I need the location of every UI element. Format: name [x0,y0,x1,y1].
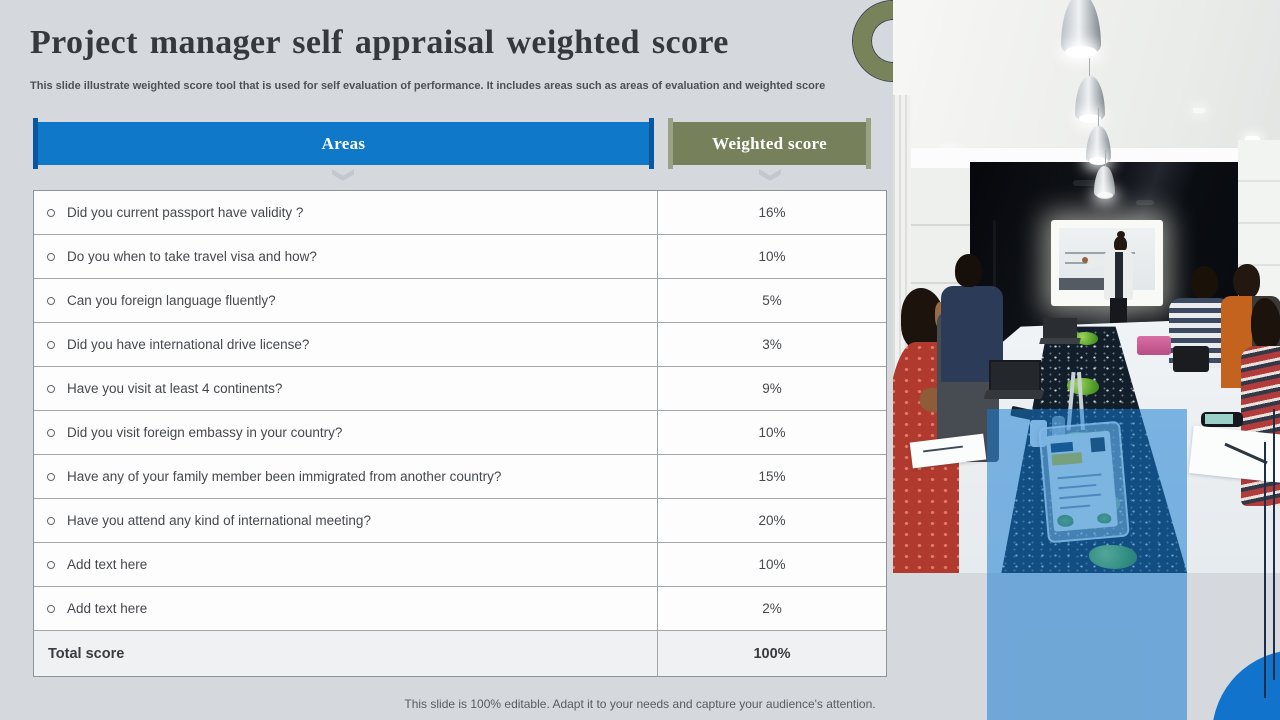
area-label: Did you visit foreign embassy in your co… [67,425,343,440]
bullet-icon [47,340,55,349]
vertical-line-decoration [1273,409,1275,680]
laptop-base [1039,338,1081,344]
attendee-hair [1251,298,1280,350]
blue-overlay-rectangle [987,409,1187,720]
table-row: Add text here 10% [34,542,886,586]
area-label: Did you current passport have validity ? [67,205,304,220]
slide-subtitle: This slide illustrate weighted score too… [30,80,826,92]
photo-detail [1089,58,1090,80]
attendee-head [1233,264,1260,299]
lamp-glow [1097,192,1113,199]
table-row: Did you have international drive license… [34,322,886,366]
presenter-head [1114,236,1127,252]
area-label: Add text here [67,601,148,616]
lamp-glow [1079,114,1101,123]
area-label: Did you have international drive license… [67,337,310,352]
area-label: Have you visit at least 4 continents? [67,381,283,396]
plant [1067,378,1099,395]
score-value: 15% [758,469,786,484]
area-label: Add text here [67,557,148,572]
bullet-icon [47,560,55,569]
photo-detail [1065,252,1135,254]
laptop-screen [989,360,1041,394]
attendee-head [955,254,982,287]
score-value: 10% [758,249,786,264]
table-row: Did you visit foreign embassy in your co… [34,410,886,454]
table-row: Can you foreign language fluently? 5% [34,278,886,322]
vertical-line-decoration [1264,442,1266,698]
photo-detail [1173,346,1209,372]
score-value: 20% [758,513,786,528]
area-label: Have you attend any kind of internationa… [67,513,371,528]
phone-screen [1205,414,1233,424]
score-header-cap-right [866,118,871,169]
bullet-icon [47,516,55,525]
area-label: Can you foreign language fluently? [67,293,276,308]
score-value: 10% [758,557,786,572]
photo-detail [1136,200,1154,205]
score-header-cap-left [668,118,673,169]
area-label: Have any of your family member been immi… [67,469,502,484]
weighted-score-table: Did you current passport have validity ?… [33,190,887,677]
total-label: Total score [34,631,658,676]
tissue-box [1137,336,1171,355]
footer-note: This slide is 100% editable. Adapt it to… [404,697,876,711]
chevron-down-icon [332,169,354,181]
attendee-head [1191,266,1218,300]
total-score-value: 100% [753,645,791,662]
photo-detail [1105,150,1106,168]
presenter-legs [1110,298,1127,328]
photo-detail [1082,257,1088,263]
areas-header-cap-left [33,118,38,169]
area-label: Do you when to take travel visa and how? [67,249,317,264]
laptop-base [983,390,1045,399]
table-row: Have you visit at least 4 continents? 9% [34,366,886,410]
table-row: Did you current passport have validity ?… [34,191,886,234]
photo-detail [1073,180,1099,186]
bullet-icon [47,472,55,481]
bullet-icon [47,384,55,393]
bullet-icon [47,252,55,261]
score-value: 9% [762,381,782,396]
photo-detail [1098,108,1099,128]
plant [1074,332,1098,345]
bullet-icon [47,604,55,613]
laptop-screen [1043,318,1077,338]
areas-column-header: Areas [38,122,649,165]
score-value: 2% [762,601,782,616]
score-value: 5% [762,293,782,308]
bullet-icon [47,208,55,217]
score-value: 10% [758,425,786,440]
table-row: Do you when to take travel visa and how?… [34,234,886,278]
bullet-icon [47,428,55,437]
page-title: Project manager self appraisal weighted … [30,24,729,61]
presenter-hair [1117,231,1125,238]
table-total-row: Total score 100% [34,630,886,676]
score-value: 3% [762,337,782,352]
table-row: Have you attend any kind of internationa… [34,498,886,542]
ceiling-light [1193,108,1205,113]
photo-detail [1059,278,1117,290]
ceiling-light [1245,136,1260,142]
table-row: Have any of your family member been immi… [34,454,886,498]
bullet-icon [47,296,55,305]
score-value: 16% [758,205,786,220]
lamp-glow [1065,46,1097,58]
areas-header-cap-right [649,118,654,169]
pendant-lamp [1094,166,1115,198]
weighted-score-column-header: Weighted score [673,122,866,165]
photo-detail [1115,252,1123,298]
meeting-room-photo [893,0,1280,573]
paper-sheet [1188,425,1280,483]
lamp-glow [1089,157,1108,165]
chevron-down-icon [759,169,781,181]
table-row: Add text here 2% [34,586,886,630]
photo-detail [1065,262,1105,264]
photo-detail [993,220,996,310]
